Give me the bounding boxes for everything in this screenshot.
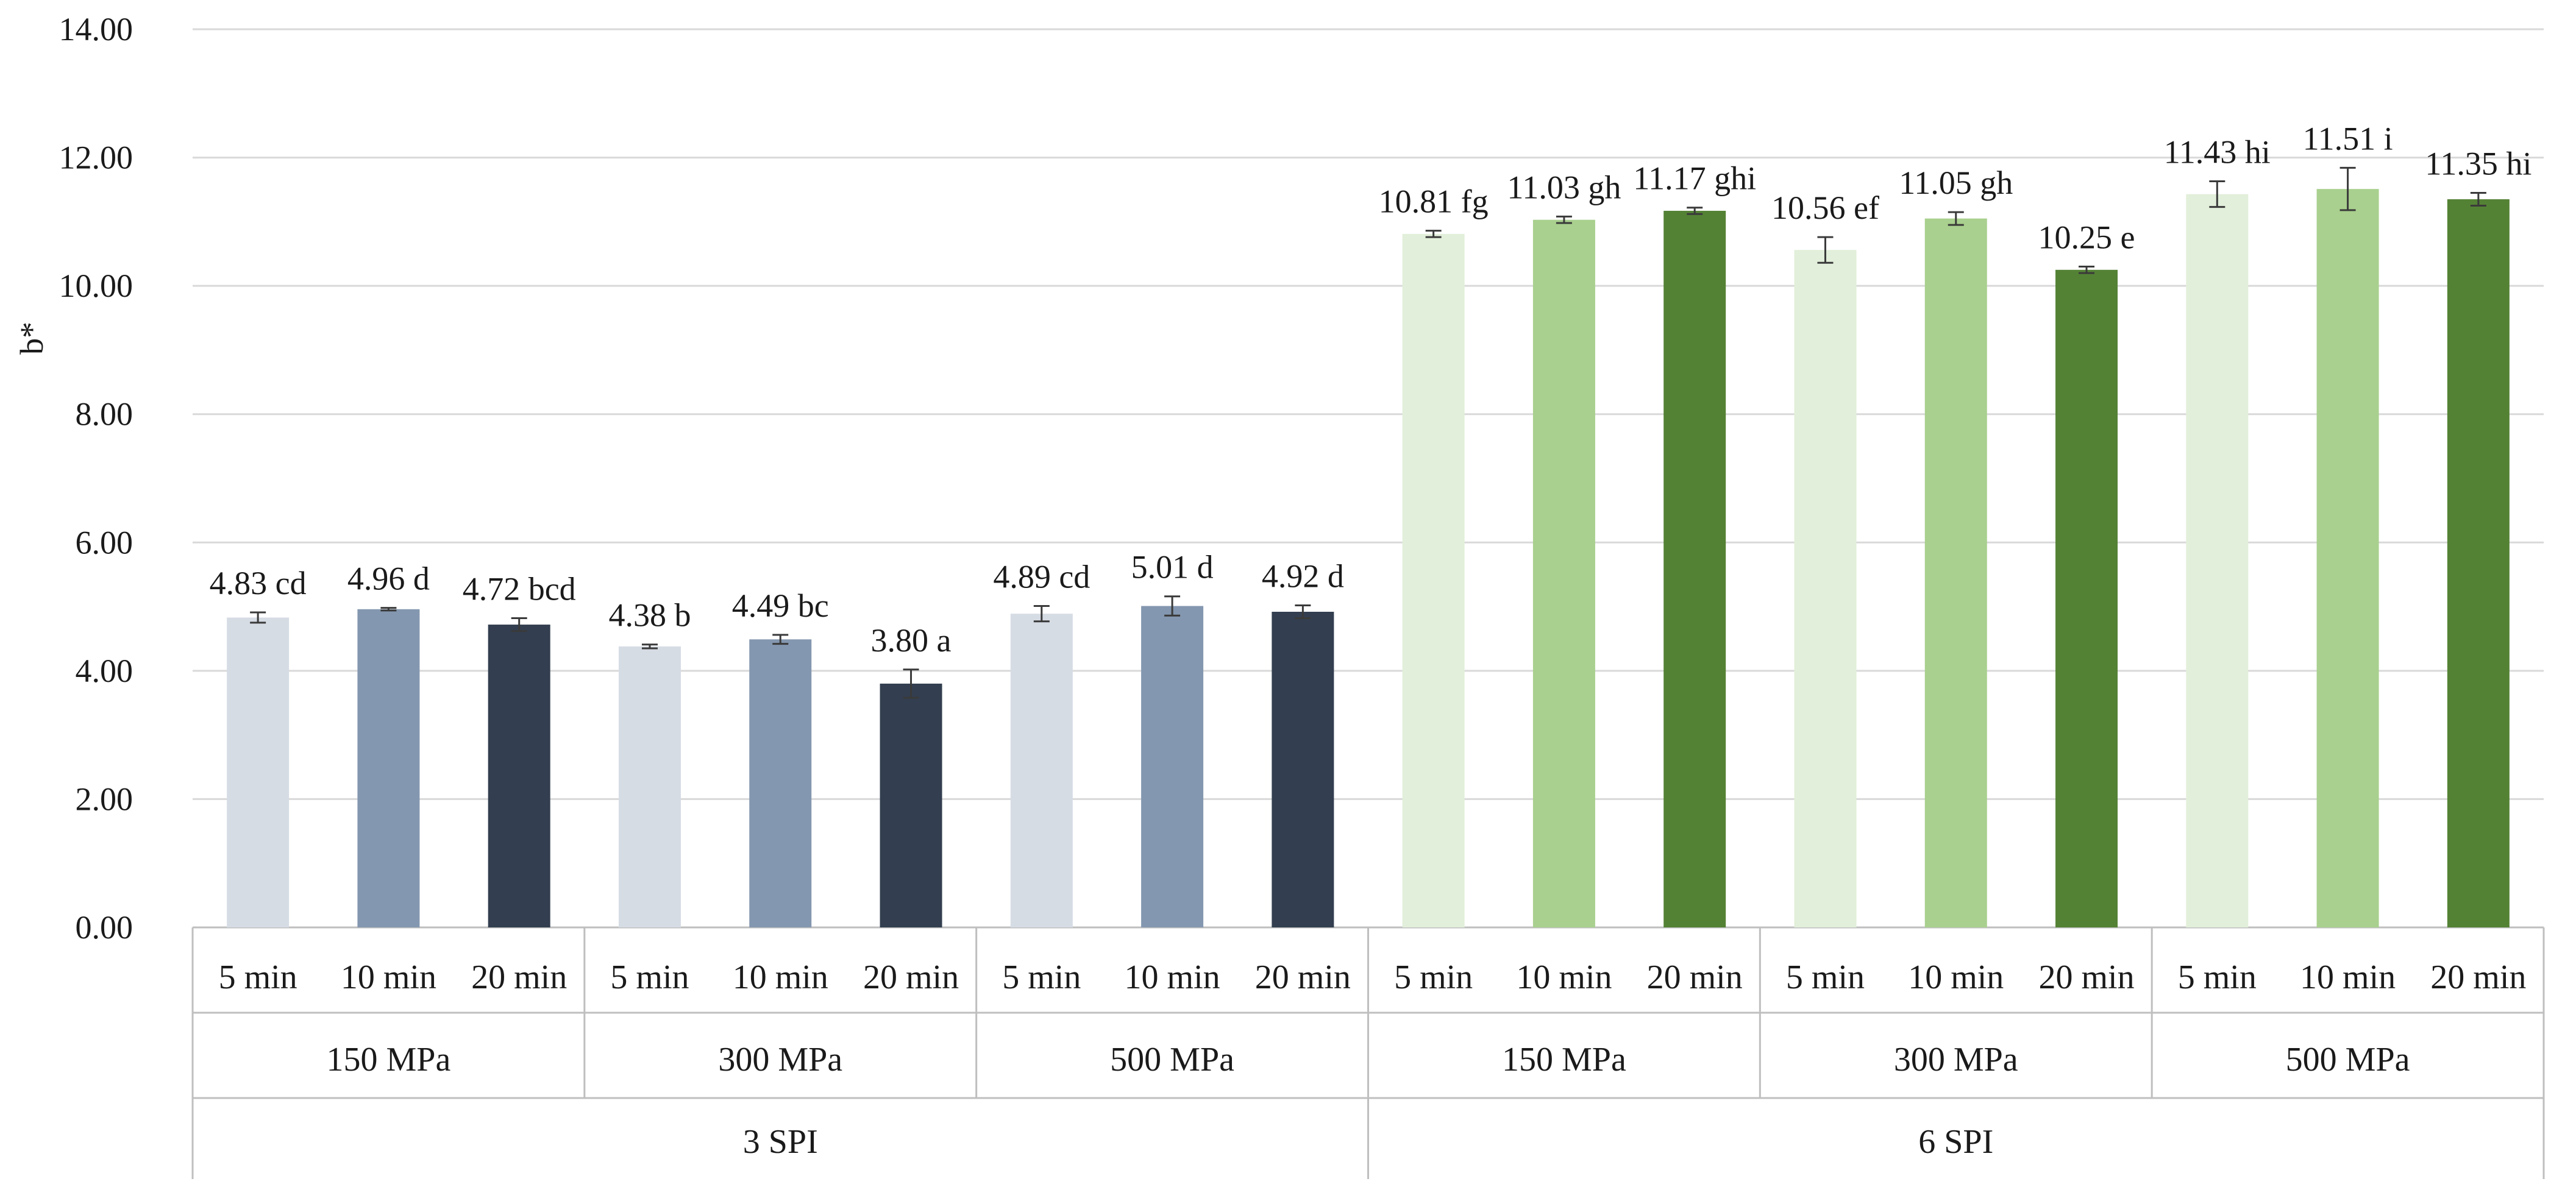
- x-tick-label-time: 20 min: [2038, 958, 2134, 996]
- bar: [1272, 611, 1334, 927]
- data-label: 4.49 bc: [732, 587, 829, 624]
- y-tick-label: 2.00: [76, 781, 133, 817]
- data-label: 10.81 fg: [1379, 183, 1489, 220]
- data-label: 4.96 d: [347, 561, 430, 597]
- bar: [357, 609, 420, 927]
- y-tick-label: 4.00: [76, 653, 133, 689]
- bar: [2316, 189, 2379, 928]
- x-tick-label-time: 5 min: [1002, 958, 1081, 996]
- bar: [1794, 250, 1857, 927]
- data-label: 5.01 d: [1131, 549, 1214, 586]
- data-label: 4.72 bcd: [463, 571, 576, 608]
- x-axis-categories: 5 min 10 min 20 min 5 min 10 min 20 min 5 min 1…: [191, 927, 2545, 1179]
- bar: [880, 683, 942, 927]
- bar: [2055, 269, 2118, 928]
- data-label: 3.80 a: [871, 622, 952, 659]
- data-label: 4.83 cd: [210, 565, 307, 601]
- bar: [2186, 194, 2249, 928]
- y-tick-label: 14.00: [59, 11, 133, 48]
- x-tick-label-time: 20 min: [471, 958, 567, 996]
- x-tick-label-time: 5 min: [1394, 958, 1473, 996]
- data-label: 10.56 ef: [1771, 190, 1879, 226]
- bar: [1532, 219, 1595, 927]
- x-tick-label-time: 20 min: [2430, 958, 2526, 996]
- data-label: 11.35 hi: [2425, 145, 2532, 182]
- data-label: 11.51 i: [2303, 120, 2393, 157]
- x-tick-label-time: 5 min: [1786, 958, 1865, 996]
- x-tick-label-time: 20 min: [863, 958, 959, 996]
- bar: [1402, 233, 1465, 927]
- x-tick-label-time: 10 min: [1908, 958, 2004, 996]
- x-tick-label-pressure: 150 MPa: [1502, 1041, 1626, 1079]
- x-tick-label-pressure: 500 MPa: [2286, 1041, 2410, 1079]
- y-tick-label: 0.00: [76, 909, 133, 946]
- y-axis-ticks: 0.00 2.00 4.00 6.00 8.00 10.00 12.00 14.00: [59, 11, 133, 946]
- x-tick-label-pressure: 500 MPa: [1110, 1041, 1234, 1079]
- x-tick-label-pressure: 300 MPa: [718, 1041, 842, 1079]
- y-tick-label: 12.00: [59, 140, 133, 176]
- x-tick-label-spi: 6 SPI: [1918, 1123, 1993, 1161]
- y-axis-label: b*: [13, 322, 50, 355]
- x-tick-label-time: 5 min: [2178, 958, 2257, 996]
- y-tick-label: 6.00: [76, 524, 133, 561]
- bar: [1924, 218, 1987, 927]
- bar: [227, 617, 290, 927]
- x-tick-label-time: 5 min: [219, 958, 297, 996]
- x-tick-label-spi: 3 SPI: [743, 1123, 818, 1161]
- bar: [618, 646, 681, 927]
- x-tick-label-time: 10 min: [1516, 958, 1612, 996]
- bar: [1141, 606, 1204, 927]
- data-label: 11.05 gh: [1899, 165, 2013, 201]
- bar: [2447, 199, 2510, 928]
- x-tick-label-time: 5 min: [610, 958, 689, 996]
- x-tick-label-time: 20 min: [1255, 958, 1351, 996]
- error-bars-group: [250, 166, 2486, 699]
- x-tick-label-time: 10 min: [1125, 958, 1220, 996]
- gridlines: [193, 28, 2544, 929]
- x-tick-label-pressure: 150 MPa: [327, 1041, 451, 1079]
- data-label: 11.17 ghi: [1633, 160, 1756, 197]
- bar: [1663, 210, 1726, 928]
- y-tick-label: 10.00: [59, 267, 133, 304]
- bar: [488, 625, 550, 927]
- data-label: 10.25 e: [2038, 219, 2135, 256]
- data-labels-group: 4.83 cd 4.96 d 4.72 bcd 4.38 b 4.49 bc 3.80 a…: [210, 120, 2532, 658]
- x-tick-label-pressure: 300 MPa: [1894, 1041, 2018, 1079]
- x-tick-label-time: 10 min: [2300, 958, 2396, 996]
- bars-group: [227, 189, 2510, 928]
- data-label: 4.38 b: [608, 597, 691, 634]
- bar: [1010, 614, 1073, 927]
- x-tick-label-time: 10 min: [733, 958, 828, 996]
- data-label: 4.89 cd: [993, 559, 1090, 595]
- x-tick-label-time: 20 min: [1647, 958, 1743, 996]
- data-label: 11.03 gh: [1507, 169, 1621, 205]
- bar: [749, 639, 812, 927]
- data-label: 4.92 d: [1262, 558, 1344, 594]
- x-tick-label-time: 10 min: [341, 958, 436, 996]
- data-label: 11.43 hi: [2164, 134, 2271, 171]
- y-tick-label: 8.00: [76, 396, 133, 433]
